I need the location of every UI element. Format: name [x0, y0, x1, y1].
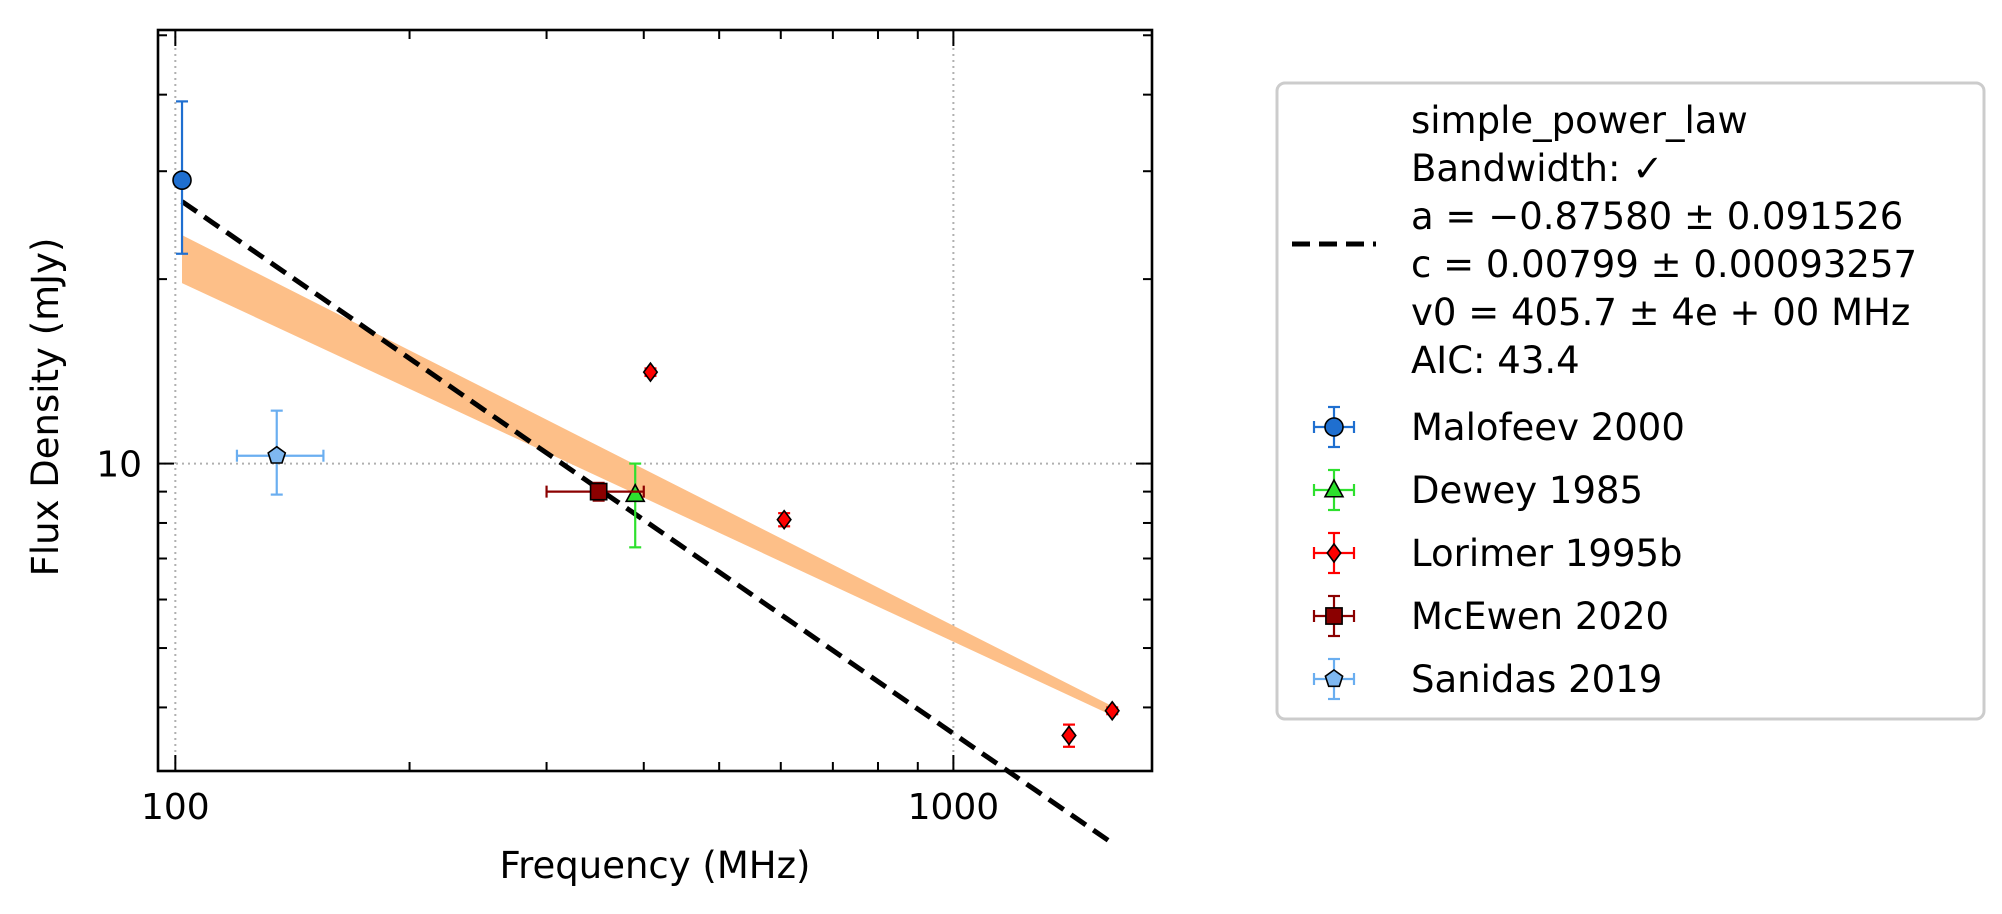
- data-point: [642, 361, 659, 383]
- axes-frame: [156, 28, 1154, 773]
- plot-area: [158, 30, 1152, 846]
- legend-entry: Malofeev 2000: [1312, 405, 1685, 449]
- series-dewey-1985: [624, 462, 646, 549]
- legend-marker: [1323, 478, 1345, 498]
- data-point: [776, 509, 792, 530]
- legend-marker: [1326, 542, 1342, 564]
- data-point: [1061, 725, 1077, 746]
- legend-label: Sanidas 2019: [1411, 658, 1662, 701]
- data-point: [589, 482, 608, 501]
- legend-label: McEwen 2020: [1411, 595, 1669, 638]
- legend-entry: Sanidas 2019: [1312, 657, 1662, 701]
- legend-fit-text-line: Bandwidth: ✓: [1411, 147, 1663, 190]
- series-malofeev-2000: [172, 100, 192, 255]
- legend-fit-text-line: AIC: 43.4: [1411, 339, 1580, 382]
- series-lorimer-1995b: [642, 361, 1120, 748]
- x-tick-label: 1000: [908, 787, 1000, 828]
- series-mcewen-2020: [545, 481, 645, 502]
- legend-fit-text-line: simple_power_law: [1411, 99, 1748, 142]
- legend-marker: [1324, 669, 1344, 688]
- y-tick-label: 10: [96, 445, 142, 486]
- data-point: [1104, 700, 1120, 722]
- legend-label: Malofeev 2000: [1411, 406, 1685, 449]
- legend-fit-text-line: v0 = 405.7 ± 4e + 00 MHz: [1411, 291, 1910, 334]
- x-axis-label: Frequency (MHz): [500, 844, 811, 887]
- legend-fit-text-line: a = −0.87580 ± 0.091526: [1411, 195, 1903, 238]
- legend-label: Dewey 1985: [1411, 469, 1643, 512]
- y-axis-label: Flux Density (mJy): [24, 238, 67, 577]
- fit-uncertainty-band: [182, 235, 1113, 716]
- legend-fit-text-line: c = 0.00799 ± 0.00093257: [1411, 243, 1917, 286]
- series-sanidas-2019: [235, 409, 325, 496]
- legend-entry: Lorimer 1995b: [1312, 531, 1683, 575]
- legend-entry: McEwen 2020: [1312, 594, 1669, 638]
- data-point: [172, 170, 192, 191]
- legend-frame: [1275, 81, 1986, 721]
- x-tick-label: 100: [141, 787, 210, 828]
- legend-marker: [1325, 607, 1343, 625]
- legend: simple_power_law Bandwidth: ✓ a = −0.87580…: [1275, 81, 1986, 721]
- legend-label: Lorimer 1995b: [1411, 532, 1683, 575]
- data-point: [624, 483, 646, 503]
- fit-line: [180, 199, 1114, 846]
- legend-entry: Dewey 1985: [1312, 468, 1643, 512]
- legend-marker: [1324, 417, 1344, 437]
- data-point: [267, 445, 287, 464]
- axes: 100 1000 10: [96, 28, 1154, 828]
